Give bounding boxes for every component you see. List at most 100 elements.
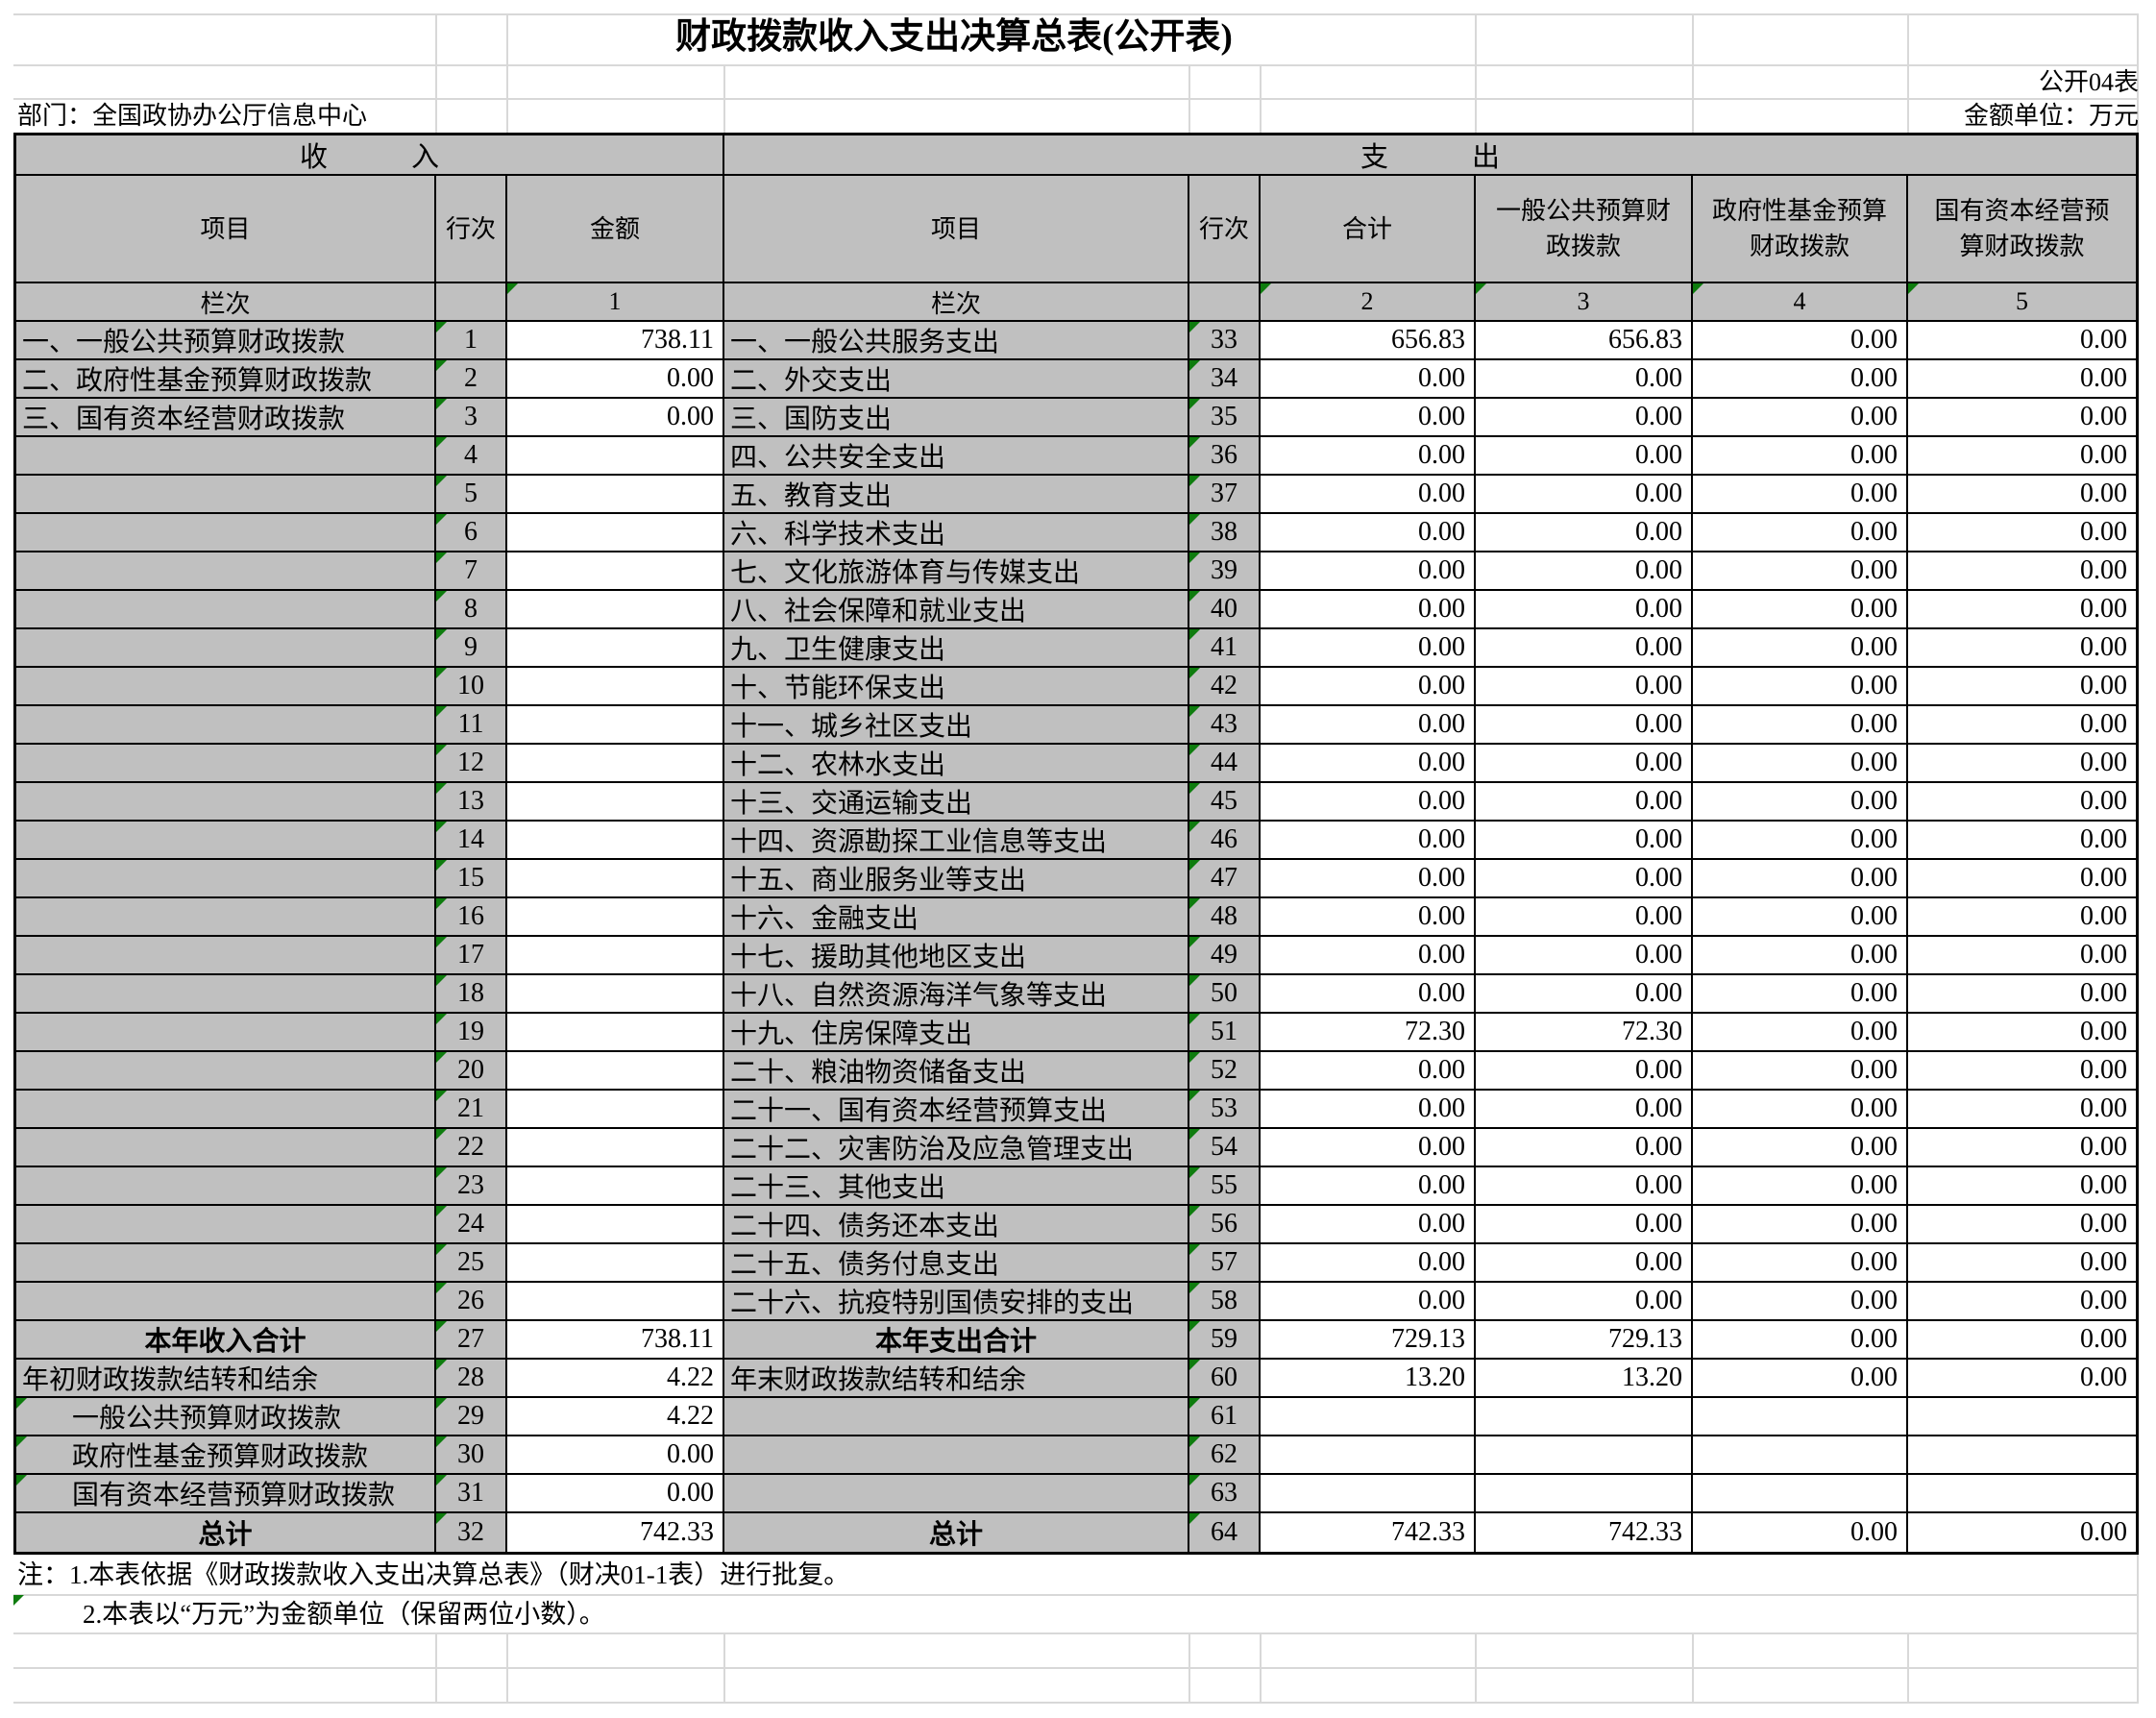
expense-item-cell[interactable]: 九、卫生健康支出 — [724, 629, 1189, 668]
expense-stateop-cell[interactable]: 0.00 — [1908, 476, 2136, 514]
income-amount-cell[interactable] — [507, 898, 724, 937]
income-amount-cell[interactable]: 0.00 — [507, 1436, 724, 1475]
expense-line-cell[interactable]: 64 — [1189, 1513, 1261, 1552]
income-line-cell[interactable]: 31 — [436, 1475, 507, 1513]
expense-stateop-cell[interactable]: 0.00 — [1908, 360, 2136, 399]
expense-line-cell[interactable]: 39 — [1189, 552, 1261, 591]
expense-line-header[interactable]: 行次 — [1189, 176, 1261, 283]
income-amount-cell[interactable] — [507, 706, 724, 745]
expense-total-cell[interactable]: 0.00 — [1261, 975, 1476, 1014]
expense-stateop-cell[interactable]: 0.00 — [1908, 1513, 2136, 1552]
expense-item-cell[interactable] — [724, 1398, 1189, 1436]
expense-govfund-cell[interactable]: 0.00 — [1693, 706, 1908, 745]
expense-govfund-cell[interactable]: 0.00 — [1693, 822, 1908, 860]
expense-item-cell[interactable]: 总计 — [724, 1513, 1189, 1552]
expense-total-cell[interactable] — [1261, 1398, 1476, 1436]
income-item-cell[interactable]: 政府性基金预算财政拨款 — [16, 1436, 436, 1475]
lanci-col-3[interactable]: 3 — [1476, 283, 1693, 322]
income-amount-cell[interactable] — [507, 1167, 724, 1206]
expense-item-cell[interactable]: 年末财政拨款结转和结余 — [724, 1360, 1189, 1398]
income-line-cell[interactable]: 30 — [436, 1436, 507, 1475]
expense-line-cell[interactable]: 50 — [1189, 975, 1261, 1014]
income-amount-cell[interactable] — [507, 745, 724, 783]
expense-line-cell[interactable]: 41 — [1189, 629, 1261, 668]
income-item-cell[interactable] — [16, 1052, 436, 1091]
expense-item-cell[interactable]: 二十五、债务付息支出 — [724, 1244, 1189, 1283]
income-item-cell[interactable] — [16, 514, 436, 552]
income-line-header[interactable]: 行次 — [436, 176, 507, 283]
expense-stateop-cell[interactable]: 0.00 — [1908, 706, 2136, 745]
expense-item-cell[interactable]: 二十、粮油物资储备支出 — [724, 1052, 1189, 1091]
income-item-cell[interactable] — [16, 783, 436, 822]
expense-item-cell[interactable]: 六、科学技术支出 — [724, 514, 1189, 552]
expense-govfund-cell[interactable]: 0.00 — [1693, 745, 1908, 783]
expense-item-cell[interactable] — [724, 1436, 1189, 1475]
income-line-cell[interactable]: 29 — [436, 1398, 507, 1436]
expense-line-cell[interactable]: 33 — [1189, 322, 1261, 360]
expense-item-cell[interactable]: 二十三、其他支出 — [724, 1167, 1189, 1206]
expense-general-cell[interactable]: 0.00 — [1476, 668, 1693, 706]
expense-lanci-label[interactable]: 栏次 — [724, 283, 1189, 322]
expense-govfund-cell[interactable]: 0.00 — [1693, 1014, 1908, 1052]
expense-govfund-cell[interactable]: 0.00 — [1693, 1244, 1908, 1283]
income-line-cell[interactable]: 26 — [436, 1283, 507, 1321]
expense-govfund-cell[interactable]: 0.00 — [1693, 1360, 1908, 1398]
expense-stateop-cell[interactable] — [1908, 1398, 2136, 1436]
expense-stateop-cell[interactable]: 0.00 — [1908, 591, 2136, 629]
expense-govfund-cell[interactable]: 0.00 — [1693, 783, 1908, 822]
expense-govfund-cell[interactable]: 0.00 — [1693, 437, 1908, 476]
expense-item-cell[interactable]: 二十二、灾害防治及应急管理支出 — [724, 1129, 1189, 1167]
expense-line-cell[interactable]: 59 — [1189, 1321, 1261, 1360]
income-item-cell[interactable]: 年初财政拨款结转和结余 — [16, 1360, 436, 1398]
expense-stateop-cell[interactable]: 0.00 — [1908, 1206, 2136, 1244]
expense-stateop-cell[interactable]: 0.00 — [1908, 822, 2136, 860]
income-item-cell[interactable]: 二、政府性基金预算财政拨款 — [16, 360, 436, 399]
income-line-cell[interactable]: 18 — [436, 975, 507, 1014]
expense-govfund-cell[interactable]: 0.00 — [1693, 1167, 1908, 1206]
income-amount-cell[interactable] — [507, 1091, 724, 1129]
note-1-cell[interactable]: 注：1.本表依据《财政拨款收入支出决算总表》（财决01-1表）进行批复。 — [17, 1560, 850, 1589]
expense-general-cell[interactable]: 0.00 — [1476, 360, 1693, 399]
expense-total-cell[interactable]: 0.00 — [1261, 1244, 1476, 1283]
expense-general-cell[interactable]: 656.83 — [1476, 322, 1693, 360]
income-item-cell[interactable] — [16, 975, 436, 1014]
expense-general-cell[interactable]: 0.00 — [1476, 437, 1693, 476]
income-line-cell[interactable]: 32 — [436, 1513, 507, 1552]
expense-line-cell[interactable]: 58 — [1189, 1283, 1261, 1321]
expense-stateop-cell[interactable] — [1908, 1436, 2136, 1475]
expense-general-cell[interactable] — [1476, 1436, 1693, 1475]
expense-total-header[interactable]: 合计 — [1261, 176, 1476, 283]
expense-govfund-cell[interactable]: 0.00 — [1693, 476, 1908, 514]
expense-govfund-cell[interactable]: 0.00 — [1693, 629, 1908, 668]
income-line-cell[interactable]: 25 — [436, 1244, 507, 1283]
income-item-cell[interactable]: 总计 — [16, 1513, 436, 1552]
expense-stateop-cell[interactable]: 0.00 — [1908, 1321, 2136, 1360]
income-band-header[interactable]: 收 入 — [16, 135, 724, 176]
income-item-cell[interactable] — [16, 437, 436, 476]
expense-line-cell[interactable]: 55 — [1189, 1167, 1261, 1206]
lanci-col-2[interactable]: 2 — [1261, 283, 1476, 322]
expense-total-cell[interactable]: 0.00 — [1261, 668, 1476, 706]
expense-general-cell[interactable]: 0.00 — [1476, 1283, 1693, 1321]
expense-stateop-cell[interactable]: 0.00 — [1908, 860, 2136, 898]
income-item-cell[interactable] — [16, 898, 436, 937]
expense-item-cell[interactable]: 本年支出合计 — [724, 1321, 1189, 1360]
sheet-title[interactable]: 财政拨款收入支出决算总表(公开表) — [675, 17, 1233, 57]
income-line-cell[interactable]: 1 — [436, 322, 507, 360]
expense-line-cell[interactable]: 37 — [1189, 476, 1261, 514]
expense-general-cell[interactable]: 0.00 — [1476, 937, 1693, 975]
expense-line-cell[interactable]: 42 — [1189, 668, 1261, 706]
expense-stateop-cell[interactable]: 0.00 — [1908, 437, 2136, 476]
expense-govfund-cell[interactable]: 0.00 — [1693, 514, 1908, 552]
expense-stateop-cell[interactable]: 0.00 — [1908, 1091, 2136, 1129]
income-amount-cell[interactable]: 742.33 — [507, 1513, 724, 1552]
expense-item-cell[interactable]: 四、公共安全支出 — [724, 437, 1189, 476]
income-line-cell[interactable]: 24 — [436, 1206, 507, 1244]
expense-general-cell[interactable]: 0.00 — [1476, 822, 1693, 860]
income-line-cell[interactable]: 28 — [436, 1360, 507, 1398]
expense-line-cell[interactable]: 35 — [1189, 399, 1261, 437]
expense-general-cell[interactable]: 0.00 — [1476, 1052, 1693, 1091]
expense-govfund-cell[interactable]: 0.00 — [1693, 975, 1908, 1014]
expense-govfund-cell[interactable]: 0.00 — [1693, 591, 1908, 629]
expense-general-cell[interactable]: 0.00 — [1476, 783, 1693, 822]
